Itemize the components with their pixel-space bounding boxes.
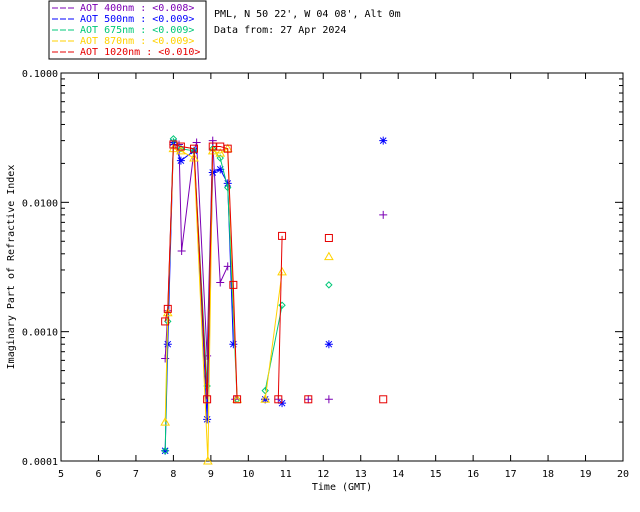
x-tick-label: 20 bbox=[617, 469, 629, 480]
series-2-point bbox=[223, 179, 232, 188]
legend-label: AOT 1020nm : <0.010> bbox=[80, 47, 200, 58]
x-tick-label: 18 bbox=[542, 469, 554, 480]
series-4-line bbox=[164, 147, 238, 462]
series-2-point bbox=[229, 340, 238, 349]
series-5-point bbox=[161, 317, 170, 326]
legend-label: AOT 400nm : <0.008> bbox=[80, 3, 194, 14]
series-2-point bbox=[203, 415, 212, 424]
x-tick-label: 5 bbox=[58, 469, 64, 480]
x-tick-label: 13 bbox=[355, 469, 367, 480]
x-tick-label: 9 bbox=[208, 469, 214, 480]
series-5 bbox=[161, 140, 388, 404]
series-1-point bbox=[324, 395, 333, 404]
series-1-point bbox=[379, 210, 388, 219]
x-tick-label: 19 bbox=[580, 469, 592, 480]
data-marks bbox=[160, 135, 388, 465]
y-tick-label: 0.0010 bbox=[22, 328, 58, 339]
series-1-point bbox=[216, 278, 225, 287]
axes: 5 6 7 8 9 10 11 12 13 14 15 16 17 18 19 20 0.0001 0.0010 0… bbox=[22, 69, 629, 480]
plot-area bbox=[60, 72, 624, 462]
x-axis-label: Time (GMT) bbox=[312, 482, 372, 493]
series-5-point bbox=[274, 395, 283, 404]
series-4-point bbox=[277, 266, 287, 276]
series-5-point bbox=[229, 280, 238, 289]
legend-label: AOT 500nm : <0.009> bbox=[80, 14, 194, 25]
x-tick-label: 6 bbox=[95, 469, 101, 480]
series-4-point bbox=[324, 251, 334, 261]
series-5-point bbox=[163, 304, 172, 313]
series-3-point bbox=[261, 386, 269, 395]
series-1-point bbox=[177, 247, 186, 256]
legend-label: AOT 675nm : <0.009> bbox=[80, 25, 194, 36]
y-tick-label: 0.0100 bbox=[22, 198, 58, 209]
series-4-point bbox=[189, 153, 199, 162]
date-label: Data from: 27 Apr 2024 bbox=[214, 25, 346, 36]
x-tick-label: 7 bbox=[133, 469, 139, 480]
series-3-point bbox=[161, 447, 169, 455]
x-tick-label: 11 bbox=[280, 469, 292, 480]
legend-label: AOT 870nm : <0.009> bbox=[80, 36, 194, 47]
series-4 bbox=[160, 143, 334, 465]
site-label: PML, N 50 22', W 04 08', Alt 0m bbox=[214, 9, 401, 20]
series-5-point bbox=[324, 233, 333, 242]
series-2-point bbox=[379, 136, 388, 145]
series-5-line bbox=[164, 143, 238, 400]
series-1-line bbox=[164, 140, 229, 359]
series-3-point bbox=[177, 144, 185, 153]
series-4-point bbox=[215, 148, 226, 157]
x-tick-label: 12 bbox=[317, 469, 329, 480]
series-2-point bbox=[176, 156, 185, 165]
y-tick-label: 0.1000 bbox=[22, 69, 58, 80]
series-5-point bbox=[278, 231, 287, 240]
y-tick-label: 0.0001 bbox=[22, 457, 58, 468]
series-4-point bbox=[203, 455, 213, 465]
x-tick-label: 16 bbox=[467, 469, 479, 480]
x-tick-label: 17 bbox=[505, 469, 517, 480]
series-3-point bbox=[216, 154, 224, 162]
series-2-point bbox=[324, 340, 333, 349]
series-5-point bbox=[223, 144, 232, 153]
x-tick-label: 15 bbox=[430, 469, 442, 480]
series-5-point bbox=[176, 142, 185, 151]
series-3 bbox=[161, 135, 333, 455]
legend: AOT 400nm : <0.008>AOT 500nm : <0.009>AO… bbox=[48, 0, 207, 60]
series-5-point bbox=[233, 395, 242, 404]
series-4-point bbox=[160, 417, 171, 426]
series-5-point bbox=[203, 395, 212, 404]
series-4-point bbox=[232, 394, 242, 403]
series-5-point bbox=[379, 395, 388, 404]
x-tick-label: 10 bbox=[242, 469, 254, 480]
x-tick-label: 8 bbox=[170, 469, 176, 480]
y-axis-label: Imaginary Part of Refractive Index bbox=[6, 165, 17, 370]
x-tick-label: 14 bbox=[392, 469, 404, 480]
series-4-line bbox=[264, 271, 283, 400]
legend-box bbox=[48, 0, 207, 60]
series-3-point bbox=[325, 281, 333, 289]
series-4-point bbox=[260, 394, 271, 403]
series-5-point bbox=[304, 395, 313, 404]
series-5-point bbox=[190, 144, 199, 153]
series-5-line bbox=[277, 235, 283, 400]
series-1-point bbox=[304, 395, 313, 404]
series-3-point bbox=[169, 135, 178, 143]
series-2-point bbox=[216, 165, 225, 174]
